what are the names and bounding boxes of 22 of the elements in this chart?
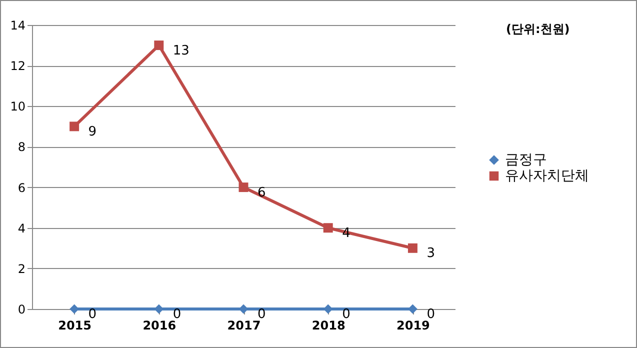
point [408,243,418,253]
data-label: 3 [426,246,435,262]
point [323,304,333,314]
y-tick-label: 12 [10,59,26,74]
point [238,182,248,192]
y-tick-label: 0 [18,302,26,316]
data-label: 9 [88,124,97,140]
text: (단위:천원) [506,21,570,38]
legend-label: 금정구 [505,152,547,168]
point [323,223,333,233]
y-tick-label: 2 [18,262,26,276]
y-tick-label: 8 [18,140,26,154]
data-label: 13 [172,43,190,58]
y-tick-label: 10 [10,100,26,114]
legend-label: 유사자치단체 [505,168,589,184]
point [70,122,80,132]
point [154,304,164,314]
point [154,40,164,50]
y-tick-label: 14 [10,18,26,32]
y-tick-label: 4 [18,221,26,236]
point [238,304,248,314]
y-tick-label: 6 [18,180,26,195]
